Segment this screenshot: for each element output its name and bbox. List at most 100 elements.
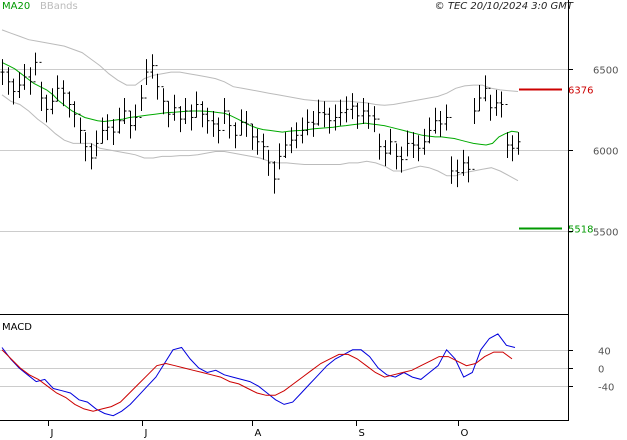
macd-line [1, 333, 516, 417]
ohlc-bar [388, 128, 393, 155]
ohlc-bar [100, 117, 105, 144]
ohlc-bar [139, 85, 144, 118]
ohlc-bar [128, 110, 133, 139]
ohlc-bar [222, 98, 227, 131]
ohlc-bar [250, 123, 255, 150]
ohlc-bar [300, 117, 305, 144]
ohlc-bars [0, 52, 521, 194]
x-tick-label: S [359, 428, 365, 439]
ohlc-bar [133, 104, 138, 131]
legend-ma: MA20 [2, 1, 30, 12]
ohlc-bar [261, 133, 266, 160]
ohlc-bar [111, 119, 116, 146]
ohlc-bar [94, 130, 99, 159]
ohlc-bar [55, 75, 60, 102]
ohlc-bar [438, 110, 443, 137]
ohlc-bar [283, 132, 288, 158]
ohlc-bar [17, 72, 22, 99]
macd-lines [1, 333, 516, 417]
ohlc-bar [311, 110, 316, 137]
x-tick-label: A [255, 428, 262, 439]
ohlc-bar [499, 91, 504, 118]
ohlc-bar [239, 109, 244, 136]
macd-gridlines [0, 350, 568, 387]
ohlc-bar [505, 104, 510, 158]
ohlc-bar [377, 118, 382, 160]
ohlc-bar [11, 78, 16, 105]
ohlc-bar [322, 101, 327, 128]
ohlc-bar [483, 75, 488, 102]
ohlc-bar [117, 107, 122, 134]
ohlc-bar [488, 87, 493, 121]
ohlc-bar [316, 99, 321, 126]
ohlc-bar [67, 91, 72, 118]
ohlc-bar [166, 100, 171, 128]
bbands-upper-line [1, 29, 519, 106]
ohlc-bar [172, 94, 177, 121]
ohlc-bar [289, 127, 294, 154]
ohlc-bar [372, 106, 377, 133]
ohlc-bar [399, 146, 404, 173]
ohlc-bar [200, 101, 205, 128]
ohlc-bar [233, 122, 238, 149]
macd-y-tick-label: 40 [598, 347, 611, 358]
ohlc-bar [39, 61, 44, 111]
ohlc-bar [411, 132, 416, 158]
ohlc-bar [433, 107, 438, 134]
ohlc-bar [72, 101, 77, 128]
ohlc-bar [61, 80, 66, 107]
ohlc-bar [205, 107, 210, 134]
ohlc-bar [272, 161, 277, 194]
ohlc-bar [422, 128, 427, 155]
ohlc-bar [494, 89, 499, 116]
resistance-label: 6376 [568, 86, 593, 97]
price-levels: 6376 5518 [519, 86, 593, 236]
ohlc-bar [294, 122, 299, 149]
price-y-tick-label: 6500 [593, 66, 618, 77]
ohlc-bar [216, 117, 221, 144]
ohlc-bar [227, 110, 232, 139]
ohlc-bar [161, 86, 166, 115]
legend-bbands: BBands [40, 1, 78, 12]
ohlc-bar [144, 59, 149, 99]
ohlc-bar [444, 104, 449, 131]
ohlc-bar [44, 94, 49, 123]
ohlc-bar [344, 96, 349, 123]
bollinger-bands [1, 29, 519, 182]
bbands-lower-line [1, 94, 519, 182]
ohlc-bar [150, 54, 155, 79]
x-tick-label: J [50, 428, 54, 439]
ohlc-bar [366, 102, 371, 129]
ohlc-bar [416, 135, 421, 162]
ohlc-bar [183, 98, 188, 124]
ohlc-bar [0, 59, 5, 86]
ohlc-bar [33, 52, 38, 83]
price-panel [0, 0, 569, 314]
ohlc-bar [394, 141, 399, 170]
price-y-tick-label: 5500 [593, 228, 618, 239]
ohlc-bar [28, 67, 33, 95]
ohlc-bar [338, 99, 343, 126]
macd-y-axis: 40 0 -40 [568, 347, 614, 394]
ohlc-bar [277, 143, 282, 180]
ohlc-bar [6, 67, 11, 95]
ohlc-bar [466, 156, 471, 183]
ohlc-bar [472, 98, 477, 170]
ohlc-bar [211, 110, 216, 137]
ohlc-bar [255, 128, 260, 155]
ohlc-bar [383, 140, 388, 167]
ohlc-bar [155, 65, 160, 100]
ohlc-bar [350, 93, 355, 120]
ohlc-bar [22, 63, 27, 90]
x-tick-label: J [144, 428, 148, 439]
ohlc-bar [50, 88, 55, 115]
ohlc-bar [405, 130, 410, 161]
ohlc-bar [83, 129, 88, 162]
ohlc-bar [355, 102, 360, 129]
price-y-tick-label: 6000 [593, 147, 618, 158]
ohlc-bar [266, 146, 271, 176]
ohlc-bar [305, 109, 310, 136]
ohlc-bar [78, 113, 83, 144]
